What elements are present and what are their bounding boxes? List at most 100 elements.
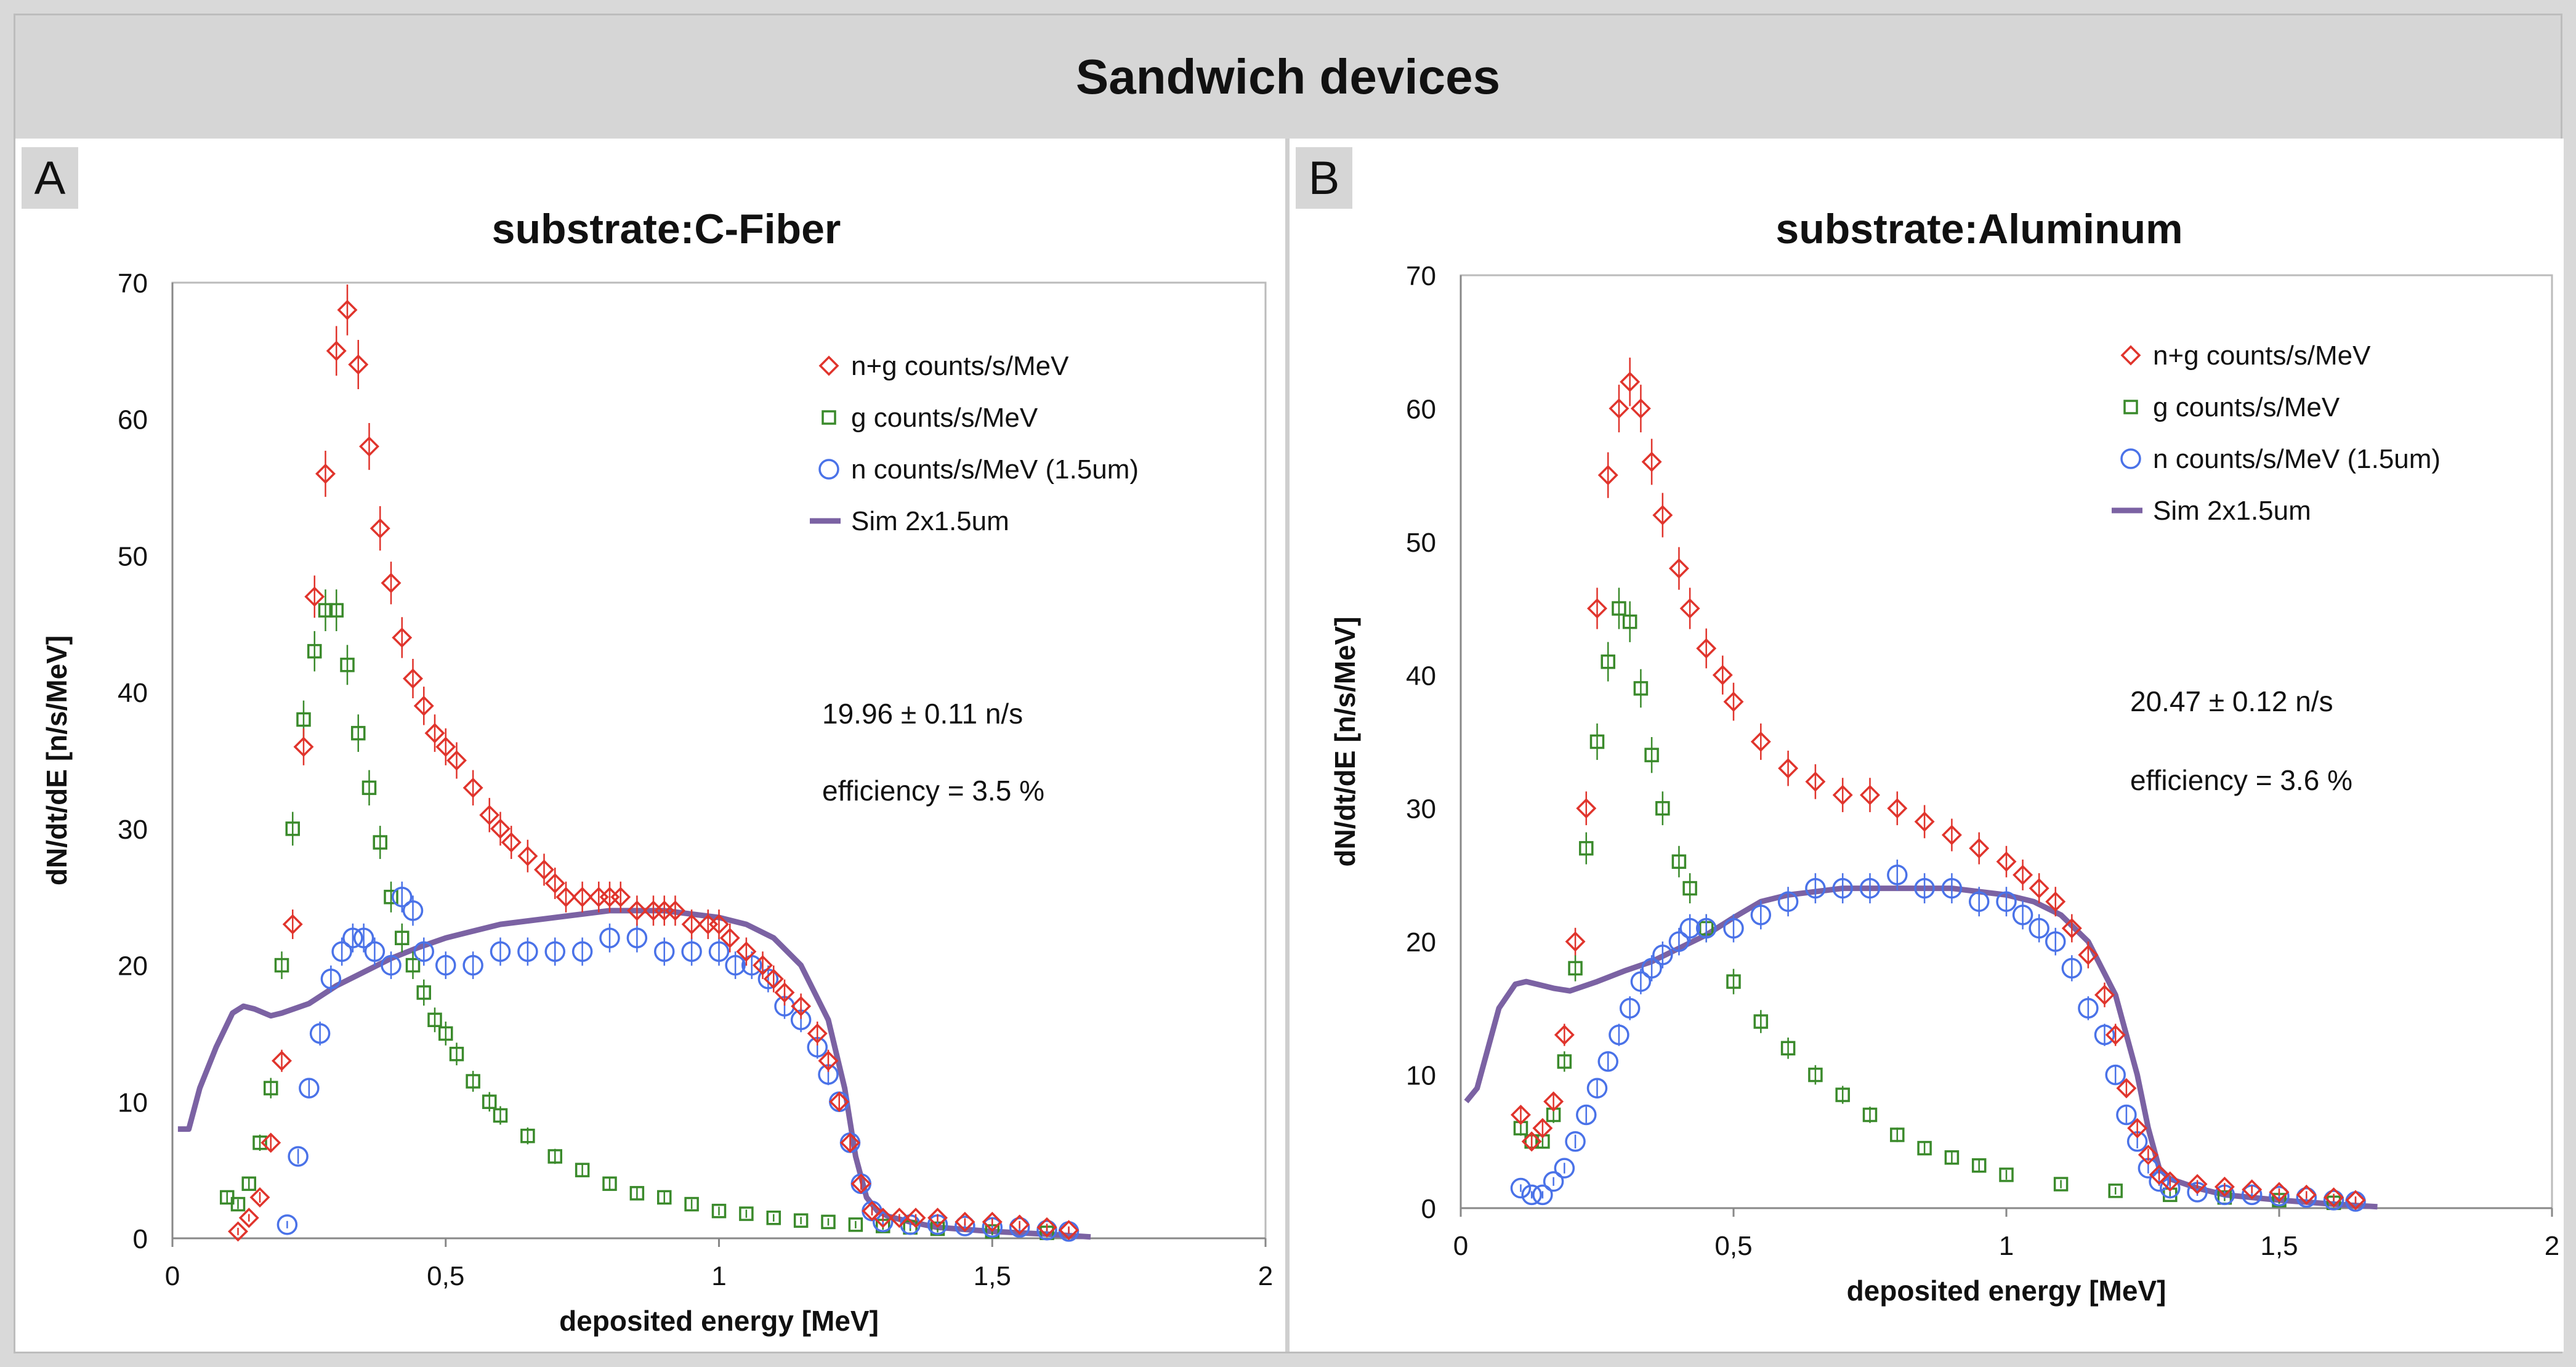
data-point bbox=[1609, 398, 1629, 419]
data-point bbox=[1971, 1158, 1987, 1173]
data-point bbox=[1914, 811, 1935, 832]
data-point bbox=[571, 941, 593, 962]
data-point bbox=[329, 603, 344, 618]
data-point bbox=[427, 1012, 442, 1028]
legend-label: g counts/s/MeV bbox=[851, 403, 1038, 433]
legend-label: n+g counts/s/MeV bbox=[851, 351, 1069, 381]
data-point bbox=[395, 930, 410, 945]
data-point bbox=[2045, 891, 2066, 912]
data-point bbox=[709, 914, 729, 935]
y-axis-label: dN/dt/dE [n/s/MeV] bbox=[41, 635, 73, 885]
data-point bbox=[1996, 851, 2017, 872]
x-tick-label: 2 bbox=[1258, 1261, 1273, 1291]
legend: n+g counts/s/MeV g counts/s/MeV n counts/s… bbox=[810, 351, 1139, 536]
data-point bbox=[654, 941, 675, 962]
data-point bbox=[1655, 800, 1670, 816]
data-point bbox=[392, 886, 413, 908]
sim-curve-line bbox=[1464, 885, 2378, 1210]
y-tick-label: 10 bbox=[118, 1087, 148, 1118]
data-point bbox=[249, 1187, 270, 1208]
data-point bbox=[1521, 1131, 1542, 1152]
data-point bbox=[1862, 1107, 1878, 1123]
data-point bbox=[1565, 1131, 1586, 1152]
data-point bbox=[1726, 974, 1741, 989]
y-tick-label: 60 bbox=[118, 405, 148, 435]
data-point bbox=[708, 941, 730, 962]
efficiency-annotation: efficiency = 3.6 % bbox=[2130, 764, 2352, 796]
data-point bbox=[373, 835, 387, 850]
data-point bbox=[602, 1176, 617, 1192]
data-point bbox=[2138, 1144, 2158, 1165]
chart-title: substrate:C-Fiber bbox=[492, 206, 841, 252]
legend-label: Sim 2x1.5um bbox=[851, 506, 1009, 536]
panel-letter-b: B bbox=[1296, 147, 1352, 209]
data-point bbox=[626, 900, 647, 921]
data-point bbox=[2269, 1185, 2290, 1207]
legend-marker bbox=[818, 355, 839, 376]
y-tick-label: 70 bbox=[1406, 261, 1436, 291]
data-point bbox=[228, 1221, 248, 1242]
data-point bbox=[1576, 1104, 1597, 1126]
data-point bbox=[555, 887, 576, 908]
data-point bbox=[1859, 877, 1881, 899]
data-point bbox=[766, 1210, 781, 1225]
data-point bbox=[2187, 1174, 2208, 1195]
legend-marker bbox=[2120, 448, 2141, 469]
data-point bbox=[1679, 598, 1700, 619]
data-point bbox=[1543, 1171, 1564, 1192]
data-point bbox=[2296, 1184, 2317, 1205]
data-point bbox=[1723, 917, 1744, 939]
data-point bbox=[889, 1208, 910, 1228]
data-point bbox=[1996, 891, 2017, 912]
data-point bbox=[2116, 1104, 2137, 1126]
data-point bbox=[1630, 971, 1652, 992]
data-point bbox=[449, 1046, 464, 1062]
data-point bbox=[2241, 1184, 2263, 1206]
data-point bbox=[309, 1023, 331, 1044]
data-point bbox=[1832, 784, 1853, 805]
data-point bbox=[1586, 1078, 1608, 1099]
data-point bbox=[862, 1201, 882, 1222]
legend-marker bbox=[818, 459, 839, 480]
data-point bbox=[873, 1208, 894, 1228]
chart-a: substrate:C-Fiber 0 10 20 30 40 50 60 70 0 0,5 1 1,5… bbox=[41, 206, 1273, 1337]
data-point bbox=[2127, 1118, 2148, 1139]
data-point bbox=[462, 954, 483, 976]
y-tick-label: 40 bbox=[118, 678, 148, 708]
x-tick-label: 0 bbox=[165, 1261, 180, 1291]
data-point bbox=[1890, 1127, 1905, 1142]
data-point bbox=[1510, 1105, 1531, 1125]
x-tick-label: 0,5 bbox=[1714, 1231, 1752, 1261]
y-tick-label: 10 bbox=[1406, 1061, 1436, 1091]
data-point bbox=[684, 1196, 699, 1212]
data-point bbox=[307, 643, 322, 659]
data-point bbox=[1568, 961, 1583, 976]
data-point bbox=[1778, 758, 1799, 779]
y-tick-label: 30 bbox=[118, 815, 148, 845]
data-point bbox=[1652, 505, 1673, 526]
data-point bbox=[1777, 891, 1799, 912]
data-point bbox=[337, 299, 358, 320]
panel-letter-a: A bbox=[22, 147, 78, 209]
data-point bbox=[753, 955, 773, 976]
data-point bbox=[260, 1132, 281, 1153]
data-point bbox=[1579, 841, 1594, 856]
data-point bbox=[1682, 881, 1697, 896]
data-point bbox=[1554, 1158, 1575, 1179]
data-point bbox=[2094, 1024, 2115, 1046]
data-point bbox=[2323, 1190, 2344, 1211]
data-point bbox=[2061, 918, 2082, 938]
data-point bbox=[544, 941, 565, 962]
data-point bbox=[413, 695, 434, 716]
y-axis-label: dN/dt/dE [n/s/MeV] bbox=[1329, 616, 1361, 866]
data-point bbox=[1532, 1118, 1553, 1139]
data-point bbox=[2116, 1078, 2137, 1099]
data-point bbox=[342, 927, 363, 948]
legend-label: n counts/s/MeV (1.5um) bbox=[851, 454, 1139, 485]
figure-title: Sandwich devices bbox=[1075, 49, 1501, 104]
data-point bbox=[264, 1081, 278, 1095]
data-point bbox=[1641, 958, 1662, 979]
series-3 bbox=[1464, 885, 2378, 1210]
data-point bbox=[1036, 1217, 1057, 1238]
chart-title: substrate:Aluminum bbox=[1775, 206, 2182, 252]
